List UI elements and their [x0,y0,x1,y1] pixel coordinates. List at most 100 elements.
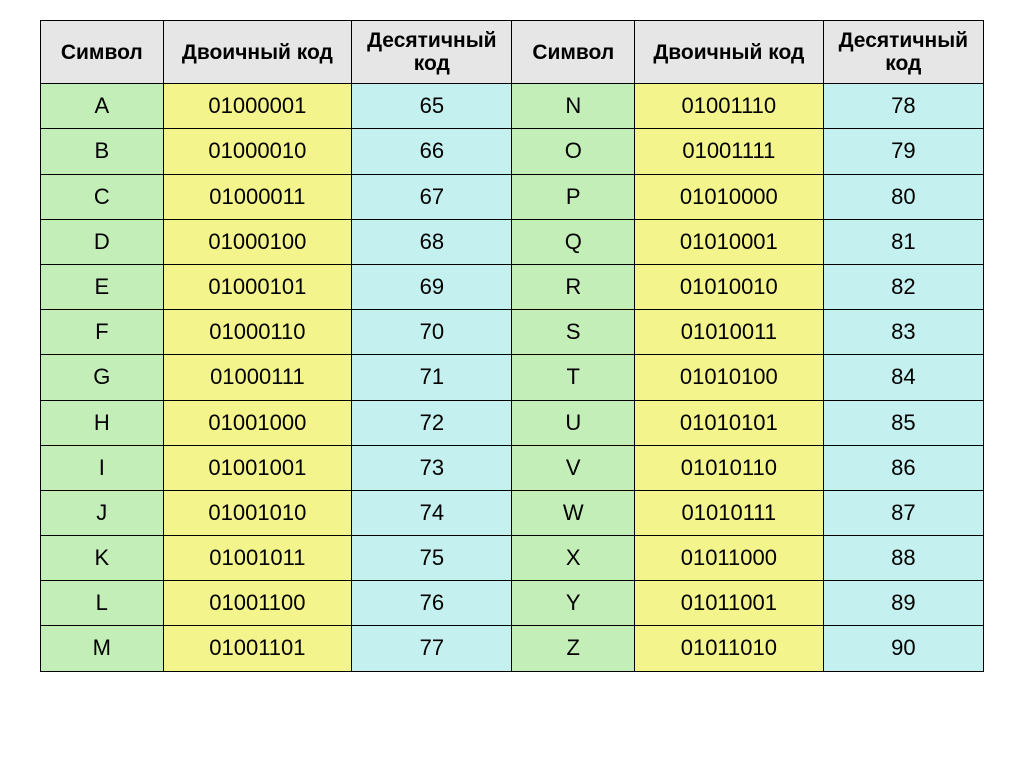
cell-decimal: 65 [352,84,512,129]
cell-binary: 01001001 [163,445,352,490]
cell-symbol: I [41,445,164,490]
cell-symbol: E [41,264,164,309]
cell-binary: 01000001 [163,84,352,129]
table-row: H 01001000 72 U 01010101 85 [41,400,984,445]
table-row: J 01001010 74 W 01010111 87 [41,490,984,535]
cell-decimal: 87 [823,490,983,535]
cell-decimal: 66 [352,129,512,174]
table-row: I 01001001 73 V 01010110 86 [41,445,984,490]
cell-binary: 01000100 [163,219,352,264]
cell-binary: 01001011 [163,536,352,581]
table-row: G 01000111 71 T 01010100 84 [41,355,984,400]
cell-symbol: M [41,626,164,671]
cell-symbol: Q [512,219,635,264]
cell-binary: 01010010 [635,264,824,309]
table-row: B 01000010 66 O 01001111 79 [41,129,984,174]
cell-symbol: D [41,219,164,264]
cell-symbol: L [41,581,164,626]
cell-symbol: W [512,490,635,535]
table-row: L 01001100 76 Y 01011001 89 [41,581,984,626]
cell-symbol: V [512,445,635,490]
cell-binary: 01010110 [635,445,824,490]
cell-binary: 01001010 [163,490,352,535]
cell-symbol: Z [512,626,635,671]
col-symbol-1: Символ [41,21,164,84]
table-row: E 01000101 69 R 01010010 82 [41,264,984,309]
cell-decimal: 79 [823,129,983,174]
cell-binary: 01001111 [635,129,824,174]
cell-binary: 01010111 [635,490,824,535]
cell-decimal: 83 [823,310,983,355]
cell-binary: 01001101 [163,626,352,671]
cell-symbol: A [41,84,164,129]
cell-binary: 01011000 [635,536,824,581]
cell-decimal: 78 [823,84,983,129]
cell-symbol: T [512,355,635,400]
cell-decimal: 86 [823,445,983,490]
cell-decimal: 73 [352,445,512,490]
cell-binary: 01000110 [163,310,352,355]
cell-decimal: 67 [352,174,512,219]
table-row: K 01001011 75 X 01011000 88 [41,536,984,581]
cell-symbol: X [512,536,635,581]
cell-binary: 01010100 [635,355,824,400]
cell-symbol: C [41,174,164,219]
col-decimal-1: Десятичный код [352,21,512,84]
cell-symbol: J [41,490,164,535]
cell-binary: 01010101 [635,400,824,445]
cell-decimal: 80 [823,174,983,219]
cell-binary: 01001000 [163,400,352,445]
table-row: F 01000110 70 S 01010011 83 [41,310,984,355]
cell-symbol: N [512,84,635,129]
cell-binary: 01000011 [163,174,352,219]
cell-decimal: 81 [823,219,983,264]
table-row: A 01000001 65 N 01001110 78 [41,84,984,129]
cell-symbol: S [512,310,635,355]
cell-decimal: 76 [352,581,512,626]
cell-decimal: 74 [352,490,512,535]
ascii-table: Символ Двоичный код Десятичный код Симво… [40,20,984,672]
cell-decimal: 82 [823,264,983,309]
col-symbol-2: Символ [512,21,635,84]
cell-decimal: 88 [823,536,983,581]
table-row: C 01000011 67 P 01010000 80 [41,174,984,219]
cell-binary: 01001110 [635,84,824,129]
cell-decimal: 70 [352,310,512,355]
col-binary-2: Двоичный код [635,21,824,84]
cell-decimal: 71 [352,355,512,400]
cell-binary: 01010001 [635,219,824,264]
cell-binary: 01010000 [635,174,824,219]
cell-symbol: K [41,536,164,581]
cell-binary: 01011010 [635,626,824,671]
cell-binary: 01011001 [635,581,824,626]
cell-symbol: Y [512,581,635,626]
table-row: D 01000100 68 Q 01010001 81 [41,219,984,264]
cell-decimal: 90 [823,626,983,671]
cell-binary: 01000010 [163,129,352,174]
cell-decimal: 84 [823,355,983,400]
cell-symbol: B [41,129,164,174]
cell-symbol: U [512,400,635,445]
cell-symbol: P [512,174,635,219]
cell-decimal: 85 [823,400,983,445]
table-row: M 01001101 77 Z 01011010 90 [41,626,984,671]
cell-binary: 01000101 [163,264,352,309]
cell-binary: 01001100 [163,581,352,626]
cell-symbol: H [41,400,164,445]
cell-binary: 01010011 [635,310,824,355]
col-binary-1: Двоичный код [163,21,352,84]
cell-decimal: 69 [352,264,512,309]
cell-symbol: G [41,355,164,400]
cell-decimal: 68 [352,219,512,264]
cell-symbol: O [512,129,635,174]
cell-decimal: 72 [352,400,512,445]
cell-decimal: 89 [823,581,983,626]
table-body: A 01000001 65 N 01001110 78 B 01000010 6… [41,84,984,671]
header-row: Символ Двоичный код Десятичный код Симво… [41,21,984,84]
cell-decimal: 77 [352,626,512,671]
col-decimal-2: Десятичный код [823,21,983,84]
cell-decimal: 75 [352,536,512,581]
table-container: Символ Двоичный код Десятичный код Симво… [0,0,1024,692]
cell-symbol: R [512,264,635,309]
cell-binary: 01000111 [163,355,352,400]
